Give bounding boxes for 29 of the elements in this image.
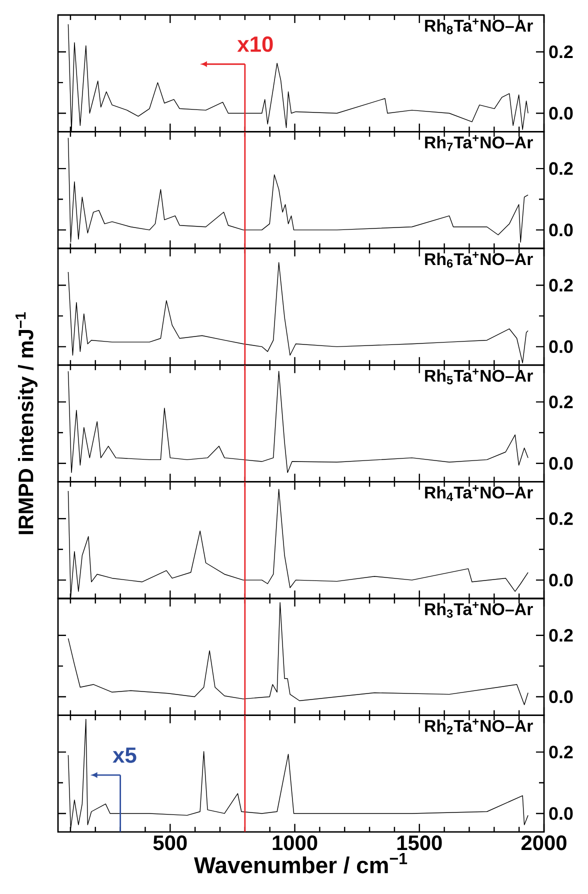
y-tick-label: 0.0 — [549, 224, 573, 236]
y-axis-title: IRMPD intensity / mJ$^{−1}$ — [16, 312, 38, 534]
y-tick-label: 0.0 — [549, 457, 573, 470]
chart-title: Rh$_{2}$Ta$^{+}$NO–Ar — [425, 718, 533, 734]
x-tick-label: 1500 — [397, 835, 442, 850]
y-tick-label: 0.2 — [549, 45, 573, 58]
chart-title: Rh$_{6}$Ta$^{+}$NO–Ar — [425, 252, 533, 268]
y-tick-label: 0.0 — [549, 690, 573, 704]
y-tick-label: 0.2 — [549, 396, 573, 408]
x-tick-label: 500 — [153, 835, 187, 850]
chart-title: Rh$_{4}$Ta$^{+}$NO–Ar — [425, 485, 533, 501]
y-tick-label: 0.2 — [549, 512, 573, 525]
y-tick-label: 0.0 — [549, 340, 573, 354]
annotation: x10 — [237, 36, 273, 52]
chart-title: Rh$_{7}$Ta$^{+}$NO–Ar — [425, 135, 533, 151]
annotation: x5 — [112, 748, 136, 763]
x-tick-label: 1000 — [272, 835, 318, 850]
y-tick-label: 0.2 — [549, 628, 573, 642]
y-tick-label: 0.2 — [549, 746, 573, 758]
x-tick-label: 2000 — [521, 835, 566, 850]
y-tick-label: 0.0 — [549, 574, 573, 586]
y-tick-label: 0.2 — [549, 162, 573, 175]
y-tick-label: 0.2 — [549, 278, 573, 292]
chart-title: Rh$_{8}$Ta$^{+}$NO–Ar — [425, 18, 533, 34]
chart-title: Rh$_{3}$Ta$^{+}$NO–Ar — [425, 602, 533, 618]
y-tick-label: 0.0 — [549, 106, 573, 120]
chart-title: Rh$_{5}$Ta$^{+}$NO–Ar — [425, 368, 533, 384]
y-tick-label: 0.0 — [549, 807, 573, 820]
x-axis-title: Wavenumber / cm$^{−1}$ — [194, 853, 408, 874]
